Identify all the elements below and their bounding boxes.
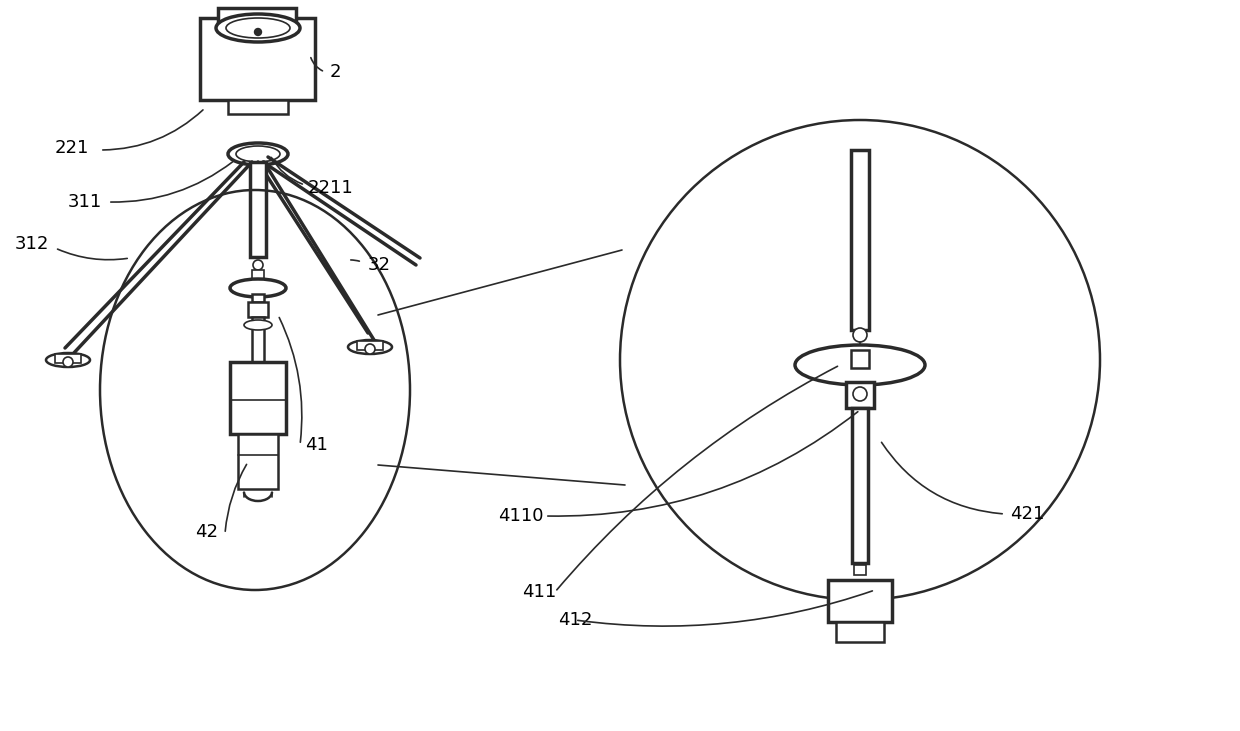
Text: 2: 2 [330, 63, 341, 81]
Circle shape [254, 29, 262, 36]
Text: 2211: 2211 [308, 179, 353, 197]
Text: 412: 412 [558, 611, 593, 629]
Text: 311: 311 [68, 193, 102, 211]
Bar [851, 350, 869, 368]
Ellipse shape [216, 14, 300, 42]
Circle shape [620, 120, 1100, 600]
Text: 411: 411 [522, 583, 557, 601]
Circle shape [365, 344, 374, 354]
Bar [250, 162, 267, 257]
Ellipse shape [46, 353, 91, 367]
Bar [248, 302, 268, 317]
Text: 312: 312 [15, 235, 50, 253]
Text: 32: 32 [368, 256, 391, 274]
Text: 221: 221 [55, 139, 89, 157]
Ellipse shape [795, 345, 925, 385]
Ellipse shape [228, 143, 288, 165]
Text: 42: 42 [195, 523, 218, 541]
Bar [252, 317, 264, 362]
Bar [852, 408, 868, 563]
Circle shape [853, 328, 867, 342]
Bar [357, 341, 383, 350]
Bar [828, 580, 892, 622]
Ellipse shape [229, 279, 286, 297]
Text: 421: 421 [1011, 505, 1044, 523]
Ellipse shape [236, 146, 280, 162]
Bar [200, 18, 315, 100]
Bar [228, 100, 288, 114]
Bar [851, 150, 869, 330]
Bar [846, 382, 874, 408]
Circle shape [63, 357, 73, 367]
Bar [252, 294, 264, 302]
Circle shape [253, 260, 263, 270]
Bar [229, 362, 286, 434]
Bar [218, 8, 296, 24]
Bar [238, 434, 278, 489]
Bar [854, 565, 866, 575]
Circle shape [853, 387, 867, 401]
Text: 4110: 4110 [498, 507, 543, 525]
Ellipse shape [226, 18, 290, 38]
Bar [836, 622, 884, 642]
Ellipse shape [348, 340, 392, 354]
Bar [55, 354, 81, 363]
Text: 41: 41 [305, 436, 327, 454]
Bar [252, 270, 264, 280]
Ellipse shape [244, 320, 272, 330]
